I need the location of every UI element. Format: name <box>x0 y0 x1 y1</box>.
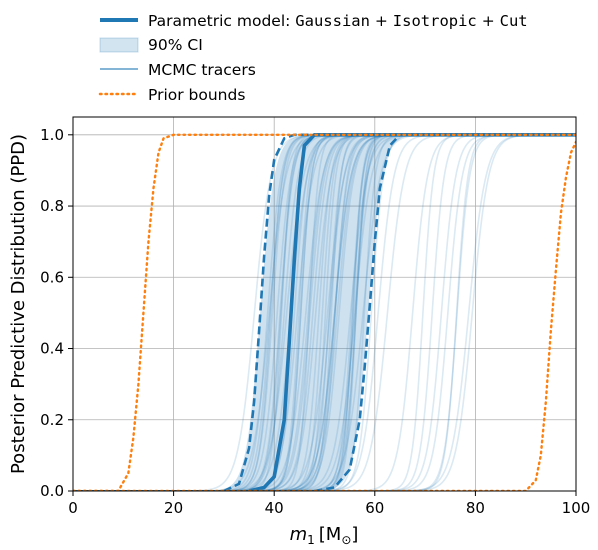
grid-lines <box>72 117 577 492</box>
y-tick-label: 0.4 <box>40 340 64 358</box>
x-tick-label: 0 <box>68 499 78 517</box>
legend-ci-label: 90% CI <box>148 36 203 54</box>
y-tick-label: 0.2 <box>40 411 64 429</box>
x-tick-label: 80 <box>466 499 485 517</box>
x-tick-label: 60 <box>365 499 384 517</box>
x-axis-label: m1 [M⊙] <box>290 524 359 547</box>
x-tick-label: 20 <box>164 499 183 517</box>
y-tick-label: 0.0 <box>40 482 64 500</box>
plot-frame <box>72 116 577 492</box>
plot-area <box>73 133 576 491</box>
y-tick-label: 1.0 <box>40 126 64 144</box>
mcmc-tracer <box>73 134 576 491</box>
series-prior-lower <box>73 133 576 491</box>
legend-model-label: Parametric model: Gaussian + Isotropic +… <box>148 12 528 30</box>
legend-prior-label: Prior bounds <box>148 86 245 104</box>
series-ci-upper-bound <box>314 133 576 491</box>
axis-ticks: 0 20 40 60 80 100 0.0 0.2 0.4 0.6 0.8 1.0 <box>40 126 590 517</box>
legend-ci-swatch <box>99 37 139 53</box>
series-prior-upper <box>73 140 576 491</box>
mcmc-tracer <box>73 134 576 491</box>
legend: Parametric model: Gaussian + Isotropic +… <box>98 12 528 104</box>
ci-band <box>73 134 576 491</box>
y-axis-label: Posterior Predictive Distribution (PPD) <box>8 134 29 474</box>
x-tick-label: 40 <box>265 499 284 517</box>
x-tick-label: 100 <box>562 499 591 517</box>
y-tick-label: 0.6 <box>40 268 64 286</box>
series-ci-lower-bound <box>223 133 576 491</box>
y-tick-label: 0.8 <box>40 197 64 215</box>
legend-tracers-label: MCMC tracers <box>148 61 256 79</box>
